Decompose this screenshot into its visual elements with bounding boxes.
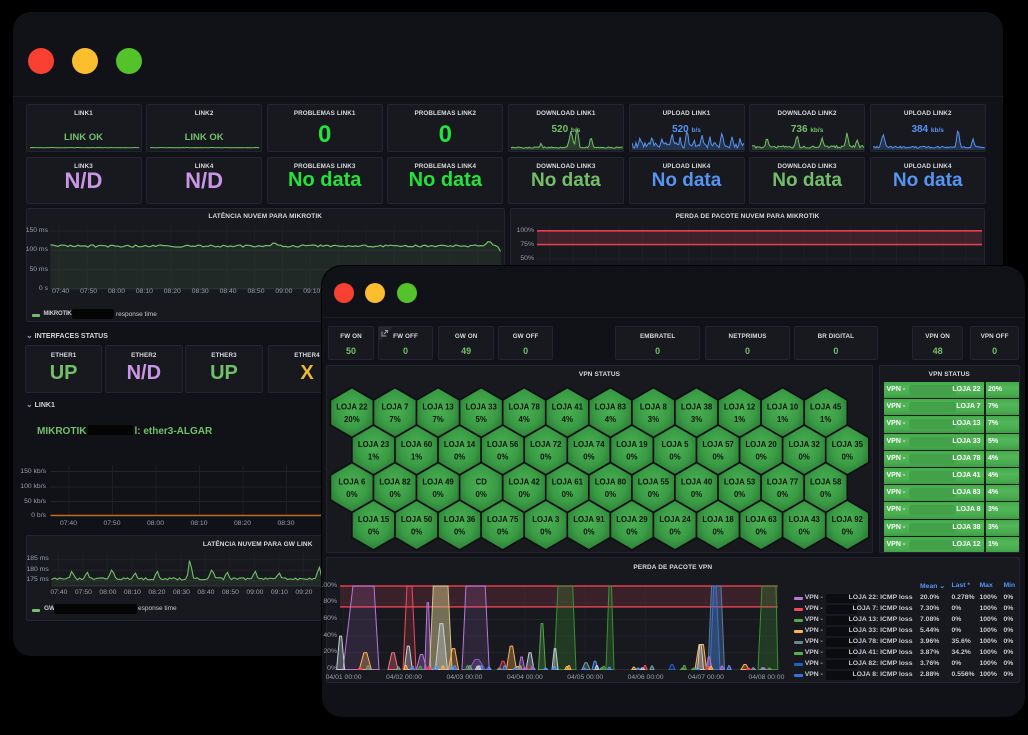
svg-text:LOJA 5: LOJA 5	[661, 440, 689, 449]
svg-text:0%: 0%	[691, 490, 702, 499]
svg-text:LOJA 20: LOJA 20	[745, 440, 777, 449]
svg-text:0%: 0%	[626, 452, 637, 461]
svg-text:3%: 3%	[648, 415, 659, 424]
svg-text:LOJA 7: LOJA 7	[381, 402, 408, 411]
svg-text:LOJA 49: LOJA 49	[422, 477, 454, 486]
svg-text:1%: 1%	[734, 415, 745, 424]
svg-text:0%: 0%	[712, 452, 723, 461]
svg-text:LOJA 78: LOJA 78	[509, 402, 541, 411]
svg-text:4%: 4%	[519, 415, 530, 424]
svg-text:0%: 0%	[476, 490, 487, 499]
svg-text:0%: 0%	[583, 527, 594, 536]
svg-text:1%: 1%	[777, 415, 788, 424]
svg-text:0%: 0%	[583, 452, 594, 461]
svg-text:LOJA 63: LOJA 63	[745, 515, 777, 524]
svg-text:0%: 0%	[755, 452, 766, 461]
svg-text:LOJA 40: LOJA 40	[681, 477, 713, 486]
svg-text:0%: 0%	[432, 490, 443, 499]
svg-text:CD: CD	[476, 477, 488, 486]
svg-text:4%: 4%	[605, 415, 616, 424]
svg-text:LOJA 41: LOJA 41	[552, 402, 584, 411]
svg-text:4%: 4%	[562, 415, 573, 424]
svg-text:7%: 7%	[432, 415, 443, 424]
svg-text:0%: 0%	[497, 527, 508, 536]
svg-text:0%: 0%	[519, 490, 530, 499]
svg-text:LOJA 57: LOJA 57	[702, 440, 733, 449]
svg-text:0%: 0%	[799, 527, 810, 536]
svg-text:0%: 0%	[562, 490, 573, 499]
svg-text:0%: 0%	[411, 527, 422, 536]
svg-text:LOJA 14: LOJA 14	[444, 440, 476, 449]
svg-text:3%: 3%	[691, 415, 702, 424]
svg-text:0%: 0%	[648, 490, 659, 499]
svg-text:0%: 0%	[540, 452, 551, 461]
svg-text:LOJA 6: LOJA 6	[338, 477, 366, 486]
svg-text:LOJA 13: LOJA 13	[422, 402, 454, 411]
svg-text:LOJA 55: LOJA 55	[638, 477, 670, 486]
svg-text:1%: 1%	[411, 452, 422, 461]
svg-text:LOJA 60: LOJA 60	[401, 440, 433, 449]
svg-text:LOJA 80: LOJA 80	[595, 477, 627, 486]
svg-text:LOJA 74: LOJA 74	[573, 440, 605, 449]
svg-text:LOJA 50: LOJA 50	[401, 515, 433, 524]
svg-text:LOJA 24: LOJA 24	[659, 515, 691, 524]
svg-text:0%: 0%	[842, 527, 853, 536]
svg-text:LOJA 61: LOJA 61	[552, 477, 584, 486]
svg-text:LOJA 12: LOJA 12	[724, 402, 756, 411]
svg-text:0%: 0%	[669, 452, 680, 461]
svg-text:0%: 0%	[755, 527, 766, 536]
svg-text:LOJA 18: LOJA 18	[702, 515, 734, 524]
svg-text:LOJA 56: LOJA 56	[487, 440, 519, 449]
svg-text:LOJA 32: LOJA 32	[789, 440, 821, 449]
svg-text:LOJA 83: LOJA 83	[595, 402, 627, 411]
svg-text:0%: 0%	[842, 452, 853, 461]
svg-text:5%: 5%	[476, 415, 487, 424]
svg-text:7%: 7%	[389, 415, 400, 424]
svg-text:LOJA 36: LOJA 36	[444, 515, 476, 524]
svg-text:LOJA 33: LOJA 33	[466, 402, 498, 411]
svg-text:LOJA 3: LOJA 3	[532, 515, 560, 524]
svg-text:LOJA 58: LOJA 58	[810, 477, 842, 486]
svg-text:0%: 0%	[605, 490, 616, 499]
svg-text:LOJA 43: LOJA 43	[789, 515, 821, 524]
svg-text:0%: 0%	[454, 527, 465, 536]
svg-text:LOJA 38: LOJA 38	[681, 402, 713, 411]
svg-text:0%: 0%	[540, 527, 551, 536]
svg-text:LOJA 77: LOJA 77	[767, 477, 798, 486]
svg-text:LOJA 75: LOJA 75	[487, 515, 519, 524]
svg-text:LOJA 23: LOJA 23	[358, 440, 390, 449]
svg-text:LOJA 19: LOJA 19	[616, 440, 648, 449]
svg-text:0%: 0%	[712, 527, 723, 536]
svg-text:LOJA 45: LOJA 45	[810, 402, 842, 411]
svg-text:LOJA 22: LOJA 22	[336, 402, 368, 411]
svg-text:LOJA 8: LOJA 8	[640, 402, 668, 411]
svg-text:1%: 1%	[368, 452, 379, 461]
svg-text:LOJA 42: LOJA 42	[509, 477, 541, 486]
svg-text:0%: 0%	[497, 452, 508, 461]
svg-text:LOJA 91: LOJA 91	[573, 515, 605, 524]
svg-text:LOJA 15: LOJA 15	[358, 515, 390, 524]
svg-text:20%: 20%	[344, 415, 360, 424]
svg-text:0%: 0%	[454, 452, 465, 461]
svg-text:0%: 0%	[734, 490, 745, 499]
svg-text:0%: 0%	[777, 490, 788, 499]
svg-text:0%: 0%	[799, 452, 810, 461]
svg-text:0%: 0%	[820, 490, 831, 499]
svg-text:LOJA 72: LOJA 72	[530, 440, 562, 449]
svg-text:LOJA 92: LOJA 92	[832, 515, 864, 524]
svg-text:0%: 0%	[368, 527, 379, 536]
svg-text:LOJA 35: LOJA 35	[832, 440, 864, 449]
svg-text:LOJA 10: LOJA 10	[767, 402, 799, 411]
svg-text:0%: 0%	[669, 527, 680, 536]
svg-text:LOJA 82: LOJA 82	[379, 477, 411, 486]
svg-text:0%: 0%	[346, 490, 357, 499]
svg-text:0%: 0%	[389, 490, 400, 499]
svg-text:LOJA 29: LOJA 29	[616, 515, 648, 524]
svg-text:0%: 0%	[626, 527, 637, 536]
svg-text:1%: 1%	[820, 415, 831, 424]
svg-text:LOJA 53: LOJA 53	[724, 477, 756, 486]
